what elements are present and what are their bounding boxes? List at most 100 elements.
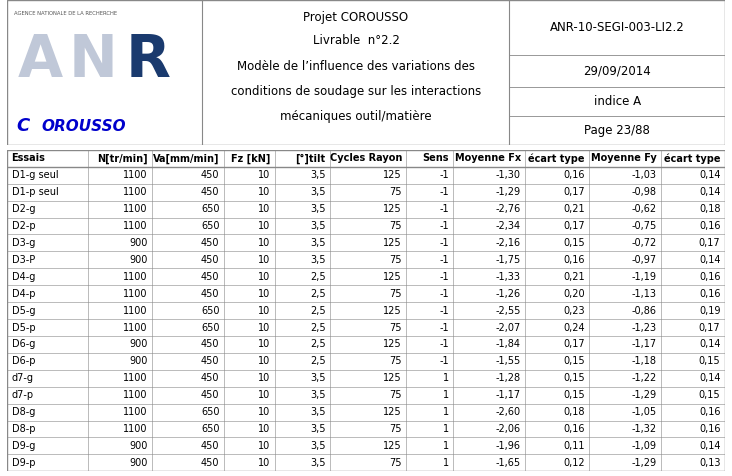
Text: -0,98: -0,98 [632,187,657,197]
Text: -0,62: -0,62 [632,204,657,214]
Text: -1,03: -1,03 [632,170,657,180]
Text: 125: 125 [384,204,402,214]
Text: [°]tilt: [°]tilt [296,153,326,164]
Text: Moyenne Fx: Moyenne Fx [455,153,521,163]
Text: -1: -1 [439,187,449,197]
Text: 0,16: 0,16 [563,424,585,434]
Text: 450: 450 [201,441,220,451]
Text: D6-g: D6-g [12,339,35,349]
Text: 1100: 1100 [123,187,147,197]
Text: 0,17: 0,17 [563,187,585,197]
Text: AGENCE NATIONALE DE LA RECHERCHE: AGENCE NATIONALE DE LA RECHERCHE [15,10,118,16]
Text: 1: 1 [443,390,449,400]
Text: 125: 125 [384,441,402,451]
Text: 450: 450 [201,288,220,298]
Text: 450: 450 [201,238,220,248]
Text: 900: 900 [129,458,147,468]
Text: 0,15: 0,15 [563,390,585,400]
Text: -2,60: -2,60 [496,407,521,417]
Text: 0,16: 0,16 [563,255,585,265]
Text: 0,20: 0,20 [563,288,585,298]
Text: 450: 450 [201,255,220,265]
Text: Fz [kN]: Fz [kN] [231,153,270,164]
Text: 0,16: 0,16 [563,170,585,180]
Text: Sens: Sens [422,153,449,163]
Text: 450: 450 [201,458,220,468]
Text: -2,06: -2,06 [496,424,521,434]
Text: 1100: 1100 [123,323,147,333]
Text: 650: 650 [201,306,220,316]
Text: -1,84: -1,84 [496,339,521,349]
Text: 10: 10 [258,221,270,231]
Text: D4-g: D4-g [12,272,35,282]
Text: 1: 1 [443,407,449,417]
Text: D9-p: D9-p [12,458,35,468]
Text: 0,15: 0,15 [563,357,585,367]
Text: 450: 450 [201,339,220,349]
Text: -1,75: -1,75 [496,255,521,265]
Text: 10: 10 [258,288,270,298]
Text: -1,65: -1,65 [496,458,521,468]
Text: 10: 10 [258,458,270,468]
Text: ANR-10-SEGI-003-LI2.2: ANR-10-SEGI-003-LI2.2 [550,21,684,34]
Text: 1100: 1100 [123,272,147,282]
Text: d7-p: d7-p [12,390,34,400]
Text: D4-p: D4-p [12,288,35,298]
Text: 1100: 1100 [123,407,147,417]
Text: 1: 1 [443,424,449,434]
Text: écart type: écart type [664,153,720,164]
Text: 0,18: 0,18 [563,407,585,417]
Text: Livrable  n°2.2: Livrable n°2.2 [313,34,400,47]
Text: 0,17: 0,17 [699,323,720,333]
Text: 900: 900 [129,255,147,265]
Text: Modèle de l’influence des variations des: Modèle de l’influence des variations des [237,60,475,73]
Text: 125: 125 [384,306,402,316]
Text: 0,14: 0,14 [699,255,720,265]
Text: 10: 10 [258,255,270,265]
Text: 650: 650 [201,424,220,434]
Text: -1: -1 [439,357,449,367]
Text: -0,86: -0,86 [632,306,657,316]
Text: 0,21: 0,21 [563,204,585,214]
Text: D5-g: D5-g [12,306,35,316]
Text: 0,12: 0,12 [563,458,585,468]
Text: 0,11: 0,11 [563,441,585,451]
Text: D3-P: D3-P [12,255,35,265]
Text: -1,05: -1,05 [632,407,657,417]
Text: 125: 125 [384,373,402,383]
Text: 1100: 1100 [123,221,147,231]
Text: -1: -1 [439,204,449,214]
Text: 3,5: 3,5 [310,458,326,468]
Text: D1-p seul: D1-p seul [12,187,59,197]
Text: 0,18: 0,18 [699,204,720,214]
Text: -1,96: -1,96 [496,441,521,451]
Text: D3-g: D3-g [12,238,35,248]
Text: 0,17: 0,17 [563,339,585,349]
Text: 450: 450 [201,390,220,400]
Text: 0,19: 0,19 [699,306,720,316]
Text: Cycles Rayon: Cycles Rayon [329,153,402,163]
Text: -1: -1 [439,272,449,282]
Text: -1,29: -1,29 [496,187,521,197]
Text: 75: 75 [389,221,402,231]
Text: D8-g: D8-g [12,407,35,417]
Text: 1100: 1100 [123,390,147,400]
Text: 0,21: 0,21 [563,272,585,282]
Text: Essais: Essais [12,153,45,163]
Text: 1100: 1100 [123,424,147,434]
Text: 0,23: 0,23 [563,306,585,316]
Text: 75: 75 [389,323,402,333]
Text: 75: 75 [389,187,402,197]
Text: 29/09/2014: 29/09/2014 [583,65,651,78]
Text: 10: 10 [258,323,270,333]
Text: -1: -1 [439,306,449,316]
Text: 10: 10 [258,407,270,417]
Text: 10: 10 [258,187,270,197]
Text: -2,07: -2,07 [496,323,521,333]
Text: C: C [16,117,29,135]
Text: 900: 900 [129,238,147,248]
Text: Moyenne Fy: Moyenne Fy [591,153,657,163]
Text: 125: 125 [384,407,402,417]
Text: 650: 650 [201,323,220,333]
Text: 3,5: 3,5 [310,221,326,231]
